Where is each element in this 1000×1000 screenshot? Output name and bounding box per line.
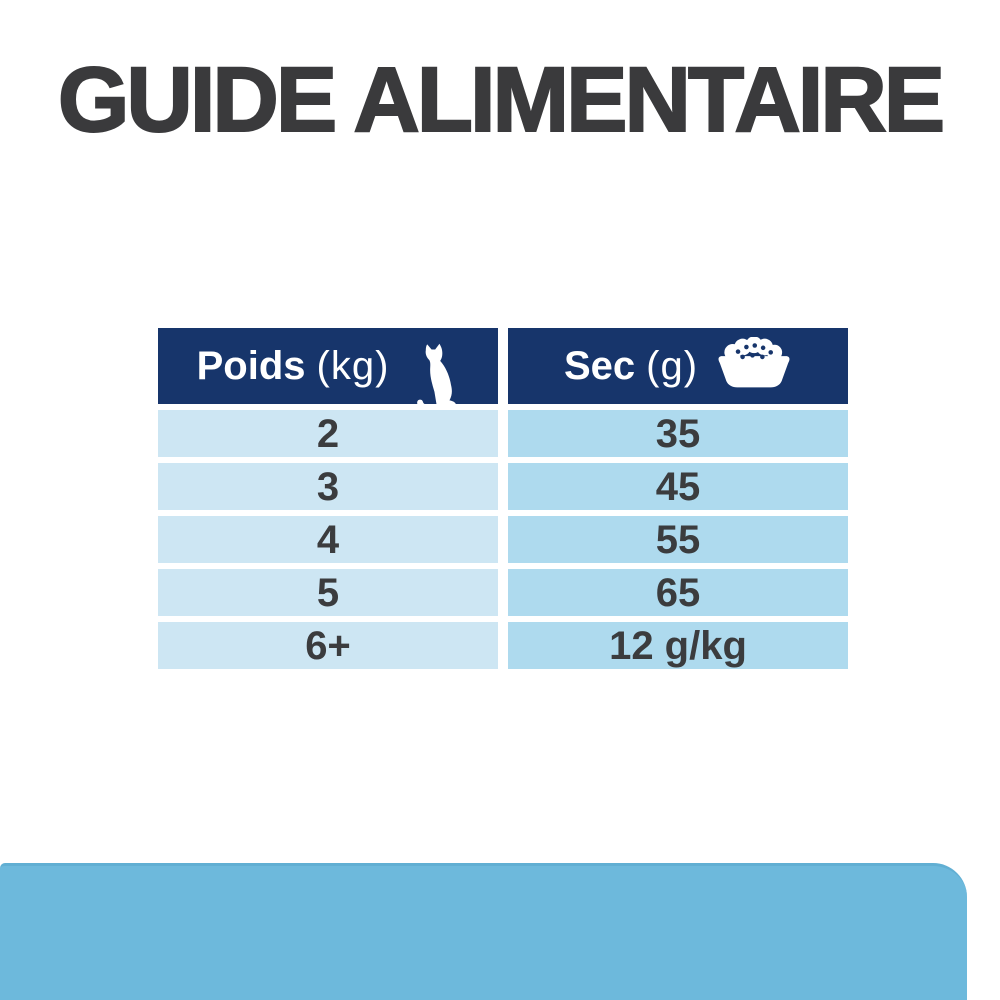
- poids-header-unit: (kg): [316, 344, 390, 388]
- poids-cell: 4: [158, 516, 498, 563]
- poids-cell: 2: [158, 410, 498, 457]
- poids-cell: 3: [158, 463, 498, 510]
- poids-cell: 6+: [158, 622, 498, 669]
- poids-cell: 5: [158, 569, 498, 616]
- page-title: GUIDE ALIMENTAIRE: [57, 49, 946, 151]
- sec-header-label: Sec: [563, 344, 636, 388]
- cat-icon: [407, 343, 459, 416]
- sec-column: Sec (g): [508, 328, 848, 669]
- food-bowl-icon: [716, 335, 792, 396]
- sec-cell: 65: [508, 569, 848, 616]
- footer-band: [0, 863, 967, 1000]
- sec-cell: 35: [508, 410, 848, 457]
- sec-cell: 55: [508, 516, 848, 563]
- sec-header-unit: (g): [646, 344, 699, 388]
- poids-header-label: Poids: [196, 344, 306, 388]
- sec-header: Sec (g): [508, 328, 848, 404]
- sec-cell: 45: [508, 463, 848, 510]
- sec-cell: 12 g/kg: [508, 622, 848, 669]
- poids-header: Poids (kg): [158, 328, 498, 409]
- feeding-guide-table: Poids (kg) 2 3 4 5 6+ Sec (g): [158, 328, 848, 669]
- poids-column: Poids (kg) 2 3 4 5 6+: [158, 328, 498, 669]
